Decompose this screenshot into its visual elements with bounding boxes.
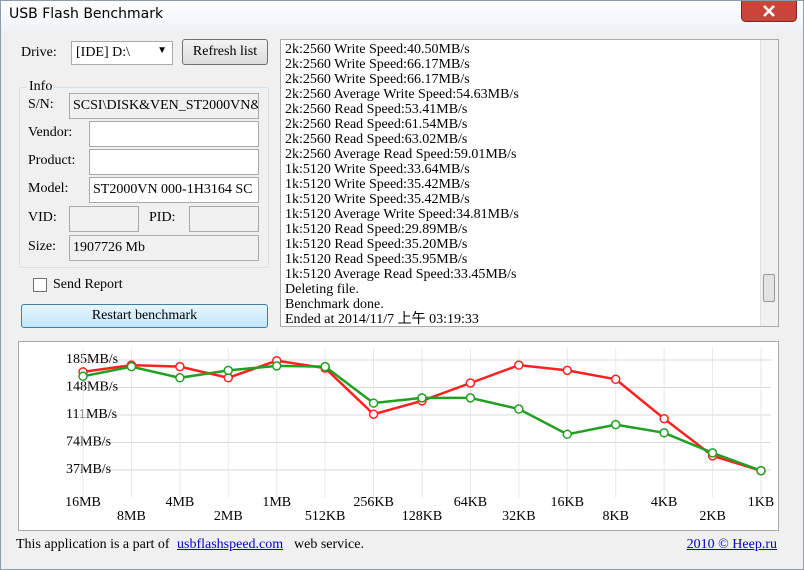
data-point xyxy=(175,373,185,383)
drive-label: Drive: xyxy=(21,45,57,60)
x-tick-label: 256KB xyxy=(353,495,393,510)
y-tick-label: 111MB/s xyxy=(66,407,117,422)
window-title: USB Flash Benchmark xyxy=(9,6,164,22)
restart-button[interactable]: Restart benchmark xyxy=(21,304,268,328)
log-line: 1k:5120 Write Speed:33.64MB/s xyxy=(285,162,470,177)
log-line: 2k:2560 Write Speed:66.17MB/s xyxy=(285,57,470,72)
log-line: 1k:5120 Read Speed:35.95MB/s xyxy=(285,252,468,267)
footer-text: This application is a part of xyxy=(16,537,170,552)
x-tick-label: 8MB xyxy=(117,509,146,524)
data-point xyxy=(514,404,524,414)
data-point xyxy=(514,360,524,370)
log-lines: 2k:2560 Write Speed:40.50MB/s 2k:2560 Wri… xyxy=(285,42,519,327)
data-point xyxy=(659,428,669,438)
log-line: Benchmark done. xyxy=(285,297,384,312)
data-point xyxy=(465,378,476,388)
model-label: Model: xyxy=(28,181,69,196)
x-tick-label: 1KB xyxy=(748,495,774,510)
y-tick-label: 37MB/s xyxy=(66,462,111,477)
log-line: 1k:5120 Average Read Speed:33.45MB/s xyxy=(285,267,517,282)
log-line: 1k:5120 Read Speed:35.20MB/s xyxy=(285,237,468,252)
log-line: Ended at 2014/11/7 上午 03:19:33 xyxy=(285,312,479,327)
send-report-label: Send Report xyxy=(53,277,123,292)
data-point xyxy=(610,419,621,430)
data-point xyxy=(368,398,379,408)
size-label: Size: xyxy=(28,239,56,254)
data-point xyxy=(223,365,234,376)
x-tick-label: 4MB xyxy=(165,495,194,510)
x-tick-label: 16MB xyxy=(65,495,101,510)
x-tick-label: 1MB xyxy=(262,495,291,510)
product-field xyxy=(89,149,259,175)
vendor-field xyxy=(89,121,259,147)
log-line: 1k:5120 Read Speed:29.89MB/s xyxy=(285,222,468,237)
refresh-button[interactable]: Refresh list xyxy=(182,39,268,65)
x-tick-label: 32KB xyxy=(502,509,535,524)
data-point xyxy=(562,365,573,376)
model-field: ST2000VN 000-1H3164 SC xyxy=(89,177,259,203)
vendor-label: Vendor: xyxy=(28,125,73,140)
data-point xyxy=(707,448,718,458)
pid-field xyxy=(189,206,259,232)
log-line: 2k:2560 Average Write Speed:54.63MB/s xyxy=(285,87,519,102)
chart-frame xyxy=(18,341,779,531)
chart: 185MB/s 148MB/s 111MB/s 74MB/s 37MB/s 16MB 8MB… xyxy=(18,341,779,531)
log-box: 2k:2560 Write Speed:40.50MB/s 2k:2560 Wri… xyxy=(280,39,779,327)
x-tick-label: 4KB xyxy=(651,495,677,510)
product-label: Product: xyxy=(28,153,76,168)
log-line: 2k:2560 Read Speed:53.41MB/s xyxy=(285,102,468,117)
log-line: 2k:2560 Read Speed:61.54MB/s xyxy=(285,117,468,132)
data-point xyxy=(659,413,669,424)
data-point xyxy=(562,429,573,440)
data-point xyxy=(175,361,185,372)
x-tick-label: 64KB xyxy=(454,495,487,510)
data-point xyxy=(126,361,137,372)
title-bar xyxy=(1,1,803,31)
copyright-link[interactable]: 2010 © Heep.ru xyxy=(686,537,777,552)
x-tick-label: 512KB xyxy=(305,509,345,524)
info-title: Info xyxy=(27,79,55,95)
log-line: 2k:2560 Read Speed:63.02MB/s xyxy=(285,132,468,147)
data-point xyxy=(78,371,88,382)
footer-link[interactable]: usbflashspeed.com xyxy=(177,537,284,552)
data-point xyxy=(320,361,330,372)
x-tick-label: 16KB xyxy=(551,495,584,510)
close-button[interactable] xyxy=(741,1,797,22)
log-line: 2k:2560 Write Speed:40.50MB/s xyxy=(285,42,470,57)
log-line: 2k:2560 Average Read Speed:59.01MB/s xyxy=(285,147,517,162)
drive-select[interactable]: [IDE] D:\ ▼ xyxy=(71,41,173,65)
log-line: 1k:5120 Average Write Speed:34.81MB/s xyxy=(285,207,519,222)
dropdown-arrow: ▼ xyxy=(157,45,167,56)
y-tick-label: 185MB/s xyxy=(66,352,118,367)
y-tick-label: 74MB/s xyxy=(66,435,111,450)
log-line: 2k:2560 Write Speed:66.17MB/s xyxy=(285,72,470,87)
info-group xyxy=(19,87,269,268)
x-tick-label: 2MB xyxy=(214,509,243,524)
drive-value: [IDE] D:\ xyxy=(76,45,131,60)
data-point xyxy=(271,361,282,371)
x-tick-label: 128KB xyxy=(402,509,442,524)
data-point xyxy=(756,465,766,476)
data-point xyxy=(610,374,621,385)
size-field: 1907726 Mb xyxy=(69,235,259,261)
log-line: 1k:5120 Write Speed:35.42MB/s xyxy=(285,192,470,207)
sn-label: S/N: xyxy=(28,97,54,112)
scrollbar[interactable] xyxy=(760,40,778,326)
footer-text-end: web service. xyxy=(294,537,364,552)
pid-label: PID: xyxy=(149,210,176,225)
log-line: 1k:5120 Write Speed:35.42MB/s xyxy=(285,177,470,192)
log-line: Deleting file. xyxy=(285,282,359,297)
vid-field xyxy=(69,206,139,232)
sn-field: SCSI\DISK&VEN_ST2000VN& xyxy=(69,93,259,119)
data-point xyxy=(368,409,379,419)
send-report-checkbox[interactable] xyxy=(33,278,47,292)
scroll-thumb[interactable] xyxy=(763,274,775,302)
data-point xyxy=(417,393,427,403)
x-tick-label: 2KB xyxy=(699,509,725,524)
y-tick-label: 148MB/s xyxy=(66,380,118,395)
data-point xyxy=(465,393,476,403)
vid-label: VID: xyxy=(28,210,57,225)
x-tick-label: 8KB xyxy=(602,509,628,524)
